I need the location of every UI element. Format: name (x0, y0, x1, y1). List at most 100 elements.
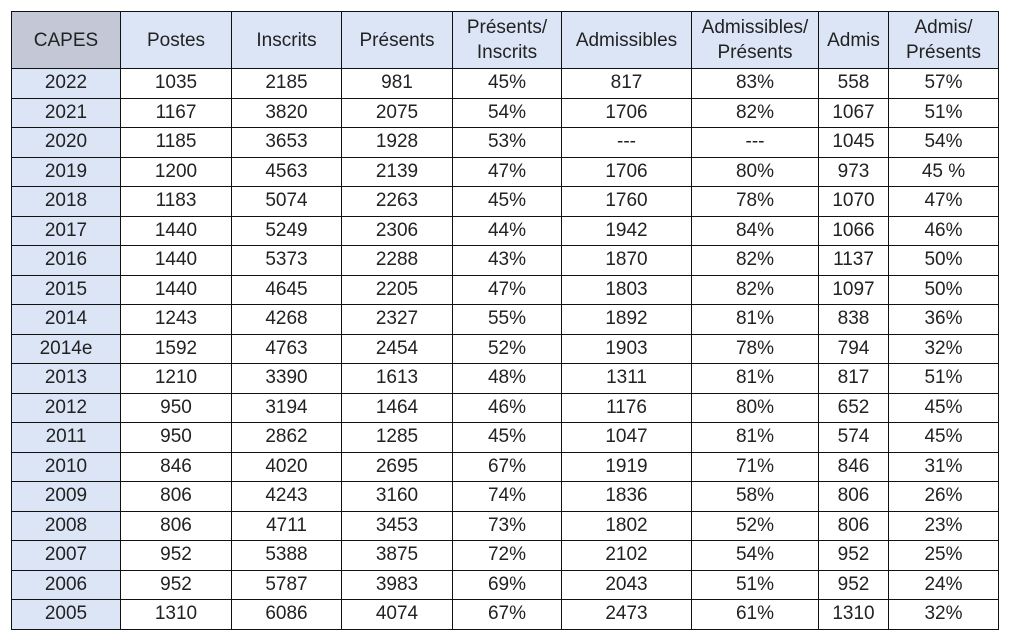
cell-inscrits: 4020 (231, 451, 342, 482)
cell-inscrits: 5074 (231, 186, 342, 217)
cell-admis-presents: 45% (888, 422, 999, 453)
cell-admissibles: 1836 (561, 481, 692, 512)
cell-inscrits: 4243 (231, 481, 342, 512)
cell-presents: 1928 (341, 127, 453, 158)
cell-presents: 1613 (341, 363, 453, 394)
cell-presents-inscrits: 69% (452, 569, 562, 600)
cell-year: 2020 (11, 127, 121, 158)
cell-admis: 1097 (818, 274, 889, 305)
cell-admissibles: 1942 (561, 215, 692, 246)
table-row: 2015 1440 4645 2205 47% 1803 82% 1097 50% (11, 274, 999, 305)
cell-admis: 1137 (818, 245, 889, 276)
cell-admissibles-presents: 81% (691, 422, 819, 453)
cell-presents-inscrits: 67% (452, 599, 562, 630)
cell-postes: 1310 (120, 599, 232, 630)
cell-inscrits: 6086 (231, 599, 342, 630)
cell-postes: 1167 (120, 97, 232, 128)
table-row: 2007 952 5388 3875 72% 2102 54% 952 25% (11, 540, 999, 571)
cell-presents: 2695 (341, 451, 453, 482)
cell-presents-inscrits: 67% (452, 451, 562, 482)
cell-year: 2007 (11, 540, 121, 571)
cell-postes: 950 (120, 392, 232, 423)
table-row: 2014 1243 4268 2327 55% 1892 81% 838 36% (11, 304, 999, 335)
header-admis-presents: Admis/ Présents (888, 11, 999, 69)
cell-year: 2018 (11, 186, 121, 217)
cell-presents-inscrits: 45% (452, 68, 562, 99)
table-row: 2010 846 4020 2695 67% 1919 71% 846 31% (11, 451, 999, 482)
table-row: 2020 1185 3653 1928 53% --- --- 1045 54% (11, 127, 999, 158)
cell-admissibles: 1047 (561, 422, 692, 453)
cell-admis-presents: 50% (888, 245, 999, 276)
cell-presents: 1464 (341, 392, 453, 423)
cell-admis: 558 (818, 68, 889, 99)
cell-admissibles: 1760 (561, 186, 692, 217)
cell-presents-inscrits: 47% (452, 156, 562, 187)
cell-admis-presents: 57% (888, 68, 999, 99)
cell-admis-presents: 50% (888, 274, 999, 305)
cell-presents: 2205 (341, 274, 453, 305)
cell-presents-inscrits: 74% (452, 481, 562, 512)
cell-admissibles-presents: 81% (691, 304, 819, 335)
cell-admis: 652 (818, 392, 889, 423)
header-presents: Présents (341, 11, 453, 69)
table-row: 2013 1210 3390 1613 48% 1311 81% 817 51% (11, 363, 999, 394)
cell-admissibles-presents: 82% (691, 245, 819, 276)
cell-admissibles: 1892 (561, 304, 692, 335)
cell-year: 2021 (11, 97, 121, 128)
cell-year: 2009 (11, 481, 121, 512)
table-row: 2018 1183 5074 2263 45% 1760 78% 1070 47% (11, 186, 999, 217)
cell-year: 2016 (11, 245, 121, 276)
cell-postes: 950 (120, 422, 232, 453)
cell-admissibles-presents: 84% (691, 215, 819, 246)
cell-admissibles: 1706 (561, 156, 692, 187)
cell-presents: 2263 (341, 186, 453, 217)
table-row: 2012 950 3194 1464 46% 1176 80% 652 45% (11, 392, 999, 423)
cell-inscrits: 5373 (231, 245, 342, 276)
cell-postes: 1592 (120, 333, 232, 364)
cell-admis-presents: 24% (888, 569, 999, 600)
cell-inscrits: 2185 (231, 68, 342, 99)
cell-admis: 846 (818, 451, 889, 482)
header-admissibles: Admissibles (561, 11, 692, 69)
cell-admissibles-presents: --- (691, 127, 819, 158)
cell-inscrits: 3653 (231, 127, 342, 158)
cell-admissibles-presents: 61% (691, 599, 819, 630)
cell-admissibles-presents: 78% (691, 186, 819, 217)
cell-inscrits: 3820 (231, 97, 342, 128)
cell-admissibles: 2043 (561, 569, 692, 600)
cell-year: 2017 (11, 215, 121, 246)
cell-admissibles-presents: 82% (691, 97, 819, 128)
cell-postes: 1440 (120, 274, 232, 305)
cell-inscrits: 3194 (231, 392, 342, 423)
cell-year: 2005 (11, 599, 121, 630)
cell-postes: 1440 (120, 215, 232, 246)
cell-presents: 2454 (341, 333, 453, 364)
cell-admis-presents: 25% (888, 540, 999, 571)
cell-inscrits: 4268 (231, 304, 342, 335)
cell-admissibles: 1919 (561, 451, 692, 482)
cell-presents-inscrits: 72% (452, 540, 562, 571)
cell-inscrits: 4763 (231, 333, 342, 364)
table-row: 2009 806 4243 3160 74% 1836 58% 806 26% (11, 481, 999, 512)
cell-year: 2022 (11, 68, 121, 99)
cell-postes: 806 (120, 510, 232, 541)
cell-admissibles: 2102 (561, 540, 692, 571)
header-admis: Admis (818, 11, 889, 69)
cell-admissibles: 1870 (561, 245, 692, 276)
cell-year: 2013 (11, 363, 121, 394)
table-row: 2005 1310 6086 4074 67% 2473 61% 1310 32% (11, 599, 999, 630)
cell-postes: 1183 (120, 186, 232, 217)
cell-admissibles-presents: 52% (691, 510, 819, 541)
table-row: 2022 1035 2185 981 45% 817 83% 558 57% (11, 68, 999, 99)
table-row: 2016 1440 5373 2288 43% 1870 82% 1137 50% (11, 245, 999, 276)
cell-year: 2006 (11, 569, 121, 600)
cell-presents-inscrits: 53% (452, 127, 562, 158)
header-inscrits: Inscrits (231, 11, 342, 69)
cell-admissibles: 1802 (561, 510, 692, 541)
header-row: CAPES Postes Inscrits Présents Présents/… (11, 11, 999, 69)
cell-admissibles-presents: 81% (691, 363, 819, 394)
cell-inscrits: 3390 (231, 363, 342, 394)
cell-admissibles-presents: 78% (691, 333, 819, 364)
cell-admis-presents: 51% (888, 97, 999, 128)
cell-postes: 952 (120, 569, 232, 600)
